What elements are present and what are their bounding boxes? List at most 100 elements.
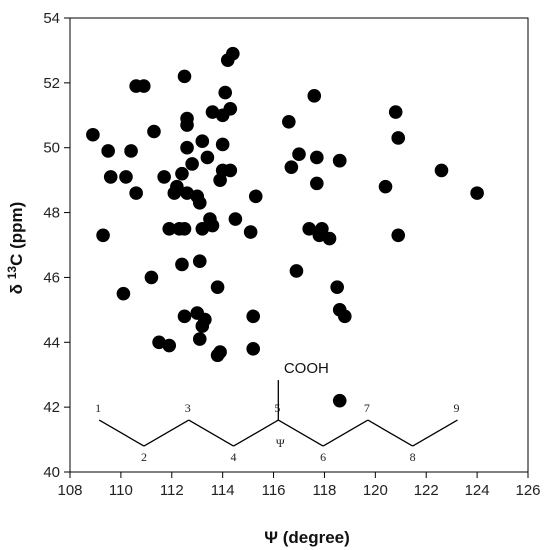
inset-atom-label: 6 (320, 450, 326, 464)
data-point (175, 166, 189, 181)
data-point (391, 228, 406, 243)
data-point (96, 228, 110, 243)
data-point (192, 332, 207, 346)
x-tick-label: 120 (363, 482, 388, 499)
x-tick-label: 122 (414, 482, 439, 499)
data-point (282, 114, 296, 129)
y-axis-title-group: δ 13C (ppm) (5, 202, 26, 295)
y-axis-title-sup: 13 (5, 266, 19, 280)
inset-atom-label: 9 (453, 401, 459, 415)
inset-atom-label: 1 (95, 401, 101, 415)
data-point (310, 150, 324, 165)
data-point (223, 102, 238, 116)
y-axis-title-suffix: C (ppm) (7, 202, 26, 266)
inset-molecule-diagram: 1 2 3 4 5 6 7 8 9 COOH Ψ (95, 360, 459, 464)
data-point (195, 134, 210, 149)
x-tick-label: 112 (160, 482, 184, 499)
data-point (215, 137, 230, 152)
inset-atom-label: 5 (274, 401, 280, 415)
data-point (101, 144, 115, 158)
data-point (119, 170, 133, 184)
ticks: 108 110 112 114 116 118 120 122 124 1264042444648… (43, 10, 540, 499)
y-tick-label: 48 (43, 205, 60, 222)
data-point (246, 341, 260, 356)
data-point (170, 179, 184, 194)
data-point (192, 254, 207, 269)
data-point (177, 221, 192, 236)
inset-group-label: COOH (284, 360, 329, 377)
data-point (470, 186, 484, 200)
y-axis-title-prefix: δ (7, 279, 26, 294)
inset-bond (98, 419, 145, 447)
data-point (289, 264, 304, 278)
x-tick-label: 110 (109, 482, 133, 499)
data-point (185, 157, 199, 171)
data-point (292, 147, 306, 161)
y-tick-label: 42 (43, 399, 60, 416)
inset-bond (367, 419, 413, 447)
data-point (388, 105, 403, 119)
data-point (213, 345, 227, 359)
data-point (434, 163, 449, 178)
data-point (310, 176, 324, 191)
inset-bond (188, 419, 234, 447)
inset-atom-label: 4 (231, 450, 237, 464)
data-point (162, 221, 177, 236)
x-tick-label: 126 (515, 482, 540, 499)
data-point (307, 89, 322, 103)
y-tick-label: 40 (43, 464, 60, 481)
data-point (226, 46, 240, 61)
data-point (218, 85, 233, 100)
inset-bond (412, 419, 458, 447)
data-point (86, 127, 100, 142)
data-point (116, 286, 131, 301)
data-point (198, 312, 212, 327)
data-point (391, 131, 406, 145)
data-point (103, 170, 118, 184)
data-point (378, 179, 393, 194)
x-tick-label: 116 (262, 482, 286, 499)
inset-bond (143, 419, 190, 447)
data-point (338, 309, 352, 324)
y-tick-label: 52 (43, 75, 60, 92)
data-points (86, 46, 484, 408)
y-tick-label: 50 (43, 140, 60, 157)
inset-angle-symbol: Ψ (276, 436, 285, 450)
data-point (330, 280, 344, 294)
inset-bond (277, 419, 324, 447)
axes (69, 17, 529, 473)
data-point (162, 338, 177, 353)
data-point (302, 221, 316, 236)
inset-bond (233, 419, 279, 447)
y-tick-label: 54 (43, 10, 60, 27)
inset-atom-label: 3 (185, 401, 191, 415)
y-tick-label: 44 (43, 334, 60, 351)
data-point (205, 218, 220, 233)
data-point (180, 140, 194, 155)
x-axis-title: Ψ (degree) (264, 528, 350, 547)
data-point (129, 186, 143, 200)
data-point (177, 69, 192, 84)
data-point (144, 270, 159, 285)
data-point (248, 189, 263, 204)
data-point (200, 150, 215, 165)
data-point (332, 153, 347, 168)
data-point (175, 257, 189, 272)
x-tick-label: 124 (465, 482, 490, 499)
data-point (147, 124, 161, 139)
data-point (228, 212, 243, 226)
data-point (210, 280, 225, 294)
data-point (124, 144, 138, 158)
x-tick-label: 118 (312, 482, 336, 499)
y-axis-title: δ 13C (ppm) (5, 202, 26, 295)
y-tick-label: 46 (43, 269, 60, 286)
data-point (180, 118, 194, 132)
x-tick-label: 108 (57, 482, 82, 499)
data-point (177, 309, 192, 324)
data-point (157, 170, 171, 184)
inset-atom-label: 8 (410, 450, 416, 464)
data-point (223, 163, 238, 178)
inset-atom-label: 7 (364, 401, 370, 415)
data-point (322, 231, 337, 246)
